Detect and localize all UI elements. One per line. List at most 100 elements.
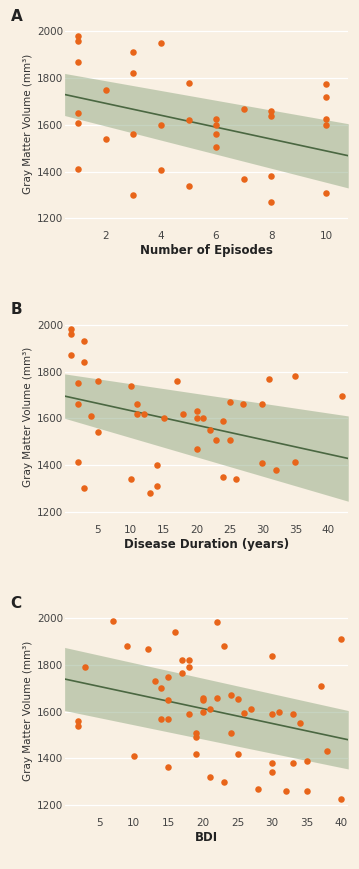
Point (159, 681, 164, 695)
Y-axis label: Gray Matter Volume (mm³): Gray Matter Volume (mm³) (23, 640, 33, 780)
Point (260, 397, 265, 411)
Point (213, 118, 219, 132)
Point (194, 411, 199, 425)
Point (325, 745, 330, 759)
Point (207, 702, 213, 716)
Point (75, 454, 81, 468)
Point (172, 626, 178, 640)
Point (323, 90, 329, 103)
Y-axis label: Gray Matter Volume (mm³): Gray Matter Volume (mm³) (23, 54, 33, 194)
Point (228, 688, 233, 702)
Point (269, 756, 275, 770)
Point (75, 397, 81, 411)
Point (131, 67, 136, 81)
Point (339, 633, 344, 647)
Point (124, 640, 130, 653)
Point (131, 188, 136, 202)
Point (159, 712, 164, 726)
Point (158, 163, 164, 177)
Text: A: A (11, 9, 23, 23)
Point (200, 691, 206, 705)
Point (161, 411, 167, 425)
Point (75, 55, 81, 69)
Point (75, 30, 81, 43)
Point (83, 660, 88, 674)
Point (260, 455, 265, 469)
Y-axis label: Gray Matter Volume (mm³): Gray Matter Volume (mm³) (23, 347, 33, 488)
Point (221, 640, 227, 653)
Point (76, 719, 81, 733)
Point (88, 409, 94, 423)
Point (81, 355, 87, 369)
Point (75, 106, 81, 120)
Point (323, 118, 329, 132)
Point (103, 83, 109, 96)
Point (186, 660, 192, 674)
Point (194, 404, 199, 418)
Point (268, 104, 274, 118)
Point (165, 712, 171, 726)
Point (240, 397, 246, 411)
Point (158, 118, 164, 132)
Point (339, 389, 345, 403)
Point (213, 240, 219, 254)
Point (266, 372, 272, 386)
Point (241, 172, 247, 186)
Point (304, 784, 309, 798)
Point (158, 36, 164, 50)
Point (214, 434, 219, 448)
Point (110, 614, 116, 627)
Point (273, 462, 279, 476)
Point (276, 705, 282, 719)
X-axis label: Disease Duration (years): Disease Duration (years) (124, 538, 289, 551)
Point (75, 116, 81, 129)
Point (228, 726, 233, 740)
Point (154, 479, 160, 493)
Point (134, 397, 140, 411)
Point (200, 411, 206, 425)
Point (213, 127, 219, 141)
Point (75, 376, 81, 390)
Point (141, 407, 146, 421)
Point (186, 653, 192, 667)
Point (293, 454, 298, 468)
Point (75, 34, 81, 48)
X-axis label: Number of Episodes: Number of Episodes (140, 244, 273, 257)
Point (193, 731, 199, 745)
Point (214, 614, 220, 628)
Point (220, 414, 226, 428)
Point (180, 653, 185, 667)
Point (248, 702, 254, 716)
Point (293, 369, 298, 383)
Point (95, 374, 101, 388)
Point (186, 76, 191, 90)
Point (268, 109, 274, 123)
Point (75, 163, 81, 176)
Point (290, 707, 296, 721)
Point (151, 674, 157, 688)
X-axis label: BDI: BDI (195, 831, 218, 844)
Point (145, 641, 150, 655)
Point (283, 784, 289, 798)
Point (220, 470, 226, 484)
Point (323, 77, 329, 91)
Point (200, 693, 206, 707)
Point (268, 195, 274, 209)
Text: B: B (11, 302, 22, 317)
Point (235, 692, 241, 706)
Point (194, 441, 199, 455)
Point (131, 749, 137, 763)
Point (269, 766, 275, 779)
Point (323, 186, 329, 200)
Point (207, 423, 213, 437)
Point (323, 112, 329, 126)
Point (256, 782, 261, 796)
Point (148, 486, 153, 500)
Point (268, 169, 274, 183)
Point (242, 706, 247, 720)
Point (214, 691, 220, 705)
Point (154, 458, 160, 472)
Point (186, 707, 192, 721)
Point (174, 374, 180, 388)
Point (290, 756, 296, 770)
